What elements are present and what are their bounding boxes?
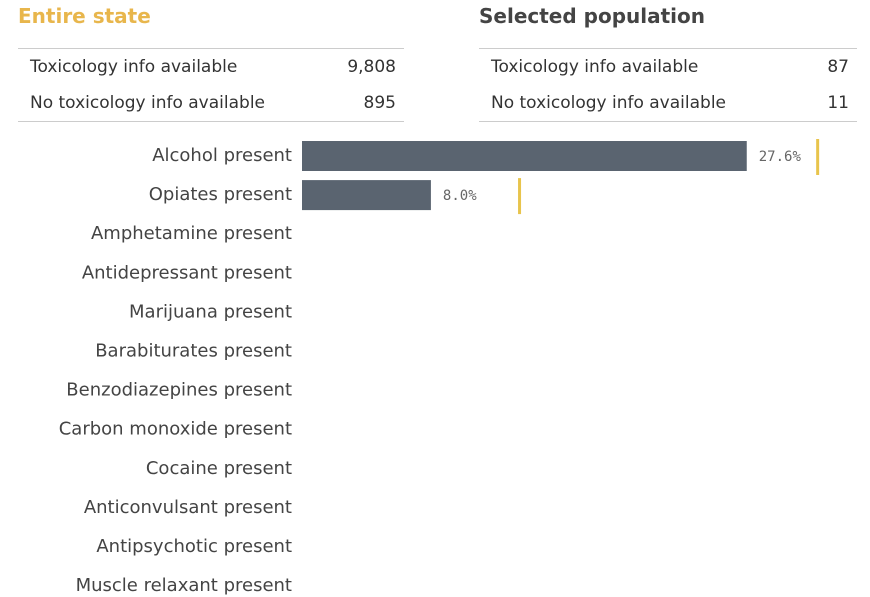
- summary-table: Toxicology info available 9,808 No toxico…: [18, 48, 404, 122]
- bar: [302, 180, 431, 211]
- category-label: Antidepressant present: [82, 262, 292, 283]
- category-label: Carbon monoxide present: [59, 419, 292, 440]
- reference-line: [518, 178, 522, 215]
- table-row: No toxicology info available 895: [18, 85, 404, 121]
- row-value: 9,808: [347, 57, 396, 77]
- category-label: Anticonvulsant present: [84, 497, 292, 518]
- row-label: Toxicology info available: [491, 57, 699, 77]
- category-label: Benzodiazepines present: [66, 380, 292, 401]
- category-label: Cocaine present: [146, 458, 292, 479]
- table-row: No toxicology info available 11: [479, 85, 857, 121]
- category-label: Antipsychotic present: [96, 536, 292, 557]
- category-label: Barabiturates present: [95, 341, 292, 362]
- value-label: 8.0%: [443, 188, 477, 204]
- category-label: Muscle relaxant present: [76, 575, 292, 596]
- section-title: Selected population: [479, 4, 706, 28]
- table-row: Toxicology info available 9,808: [18, 49, 404, 85]
- row-label: Toxicology info available: [30, 57, 238, 77]
- row-value: 87: [827, 57, 849, 77]
- row-value: 895: [363, 93, 396, 113]
- bar: [302, 141, 747, 171]
- category-label: Alcohol present: [152, 145, 292, 166]
- category-label: Opiates present: [149, 184, 292, 205]
- category-label: Amphetamine present: [91, 223, 292, 244]
- row-label: No toxicology info available: [30, 93, 265, 113]
- value-label: 27.6%: [759, 149, 802, 165]
- table-row: Toxicology info available 87: [479, 49, 857, 85]
- section-title: Entire state: [18, 4, 151, 28]
- row-label: No toxicology info available: [491, 93, 726, 113]
- category-label: Marijuana present: [129, 301, 292, 322]
- reference-line: [816, 139, 820, 175]
- summary-table: Toxicology info available 87 No toxicolog…: [479, 48, 857, 122]
- row-value: 11: [827, 93, 849, 113]
